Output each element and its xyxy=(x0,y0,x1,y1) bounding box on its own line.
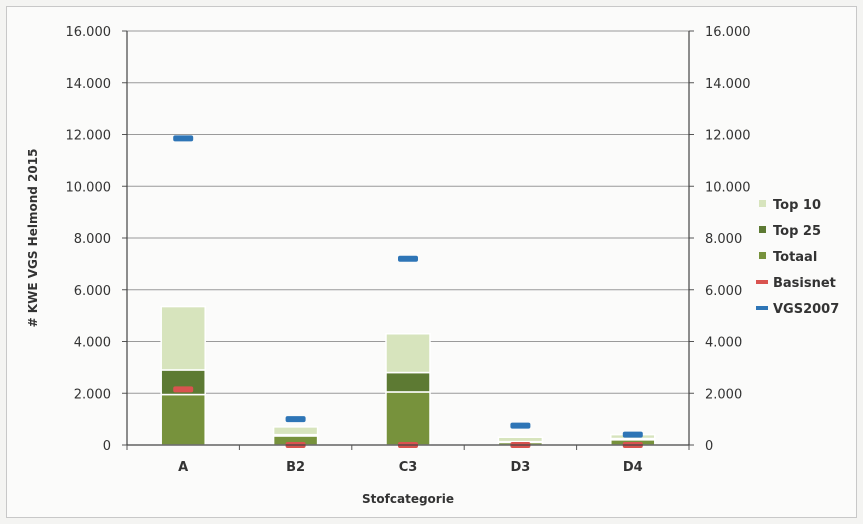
legend-label: Top 25 xyxy=(773,224,821,239)
y-tick-label-left: 8.000 xyxy=(74,232,111,247)
marker-basisnet xyxy=(173,386,194,393)
axes xyxy=(126,31,690,446)
bar-totaal xyxy=(160,393,206,446)
y-tick-label-right: 12.000 xyxy=(705,129,751,144)
gridlines xyxy=(122,30,694,446)
y-tick-label-left: 12.000 xyxy=(66,129,112,144)
y-tick-label-right: 8.000 xyxy=(705,232,742,247)
bar-totaal xyxy=(385,391,431,446)
y-tick-label-right: 0 xyxy=(705,439,713,454)
legend: Top 10 Top 25 Totaal Basisnet VGS2007 xyxy=(756,198,839,317)
bar-top-10 xyxy=(272,426,319,436)
bar-top-10 xyxy=(160,305,206,371)
markers xyxy=(173,135,643,448)
x-axis-ticks: A B2 C3 D3 D4 xyxy=(126,445,690,475)
y-tick-label-left: 2.000 xyxy=(74,387,111,402)
marker-vgs2007 xyxy=(622,431,643,438)
legend-swatch-vgs2007 xyxy=(756,306,768,310)
legend-swatch-basisnet xyxy=(756,280,768,284)
legend-label: Basisnet xyxy=(773,276,836,291)
y-tick-label-right: 4.000 xyxy=(705,336,742,351)
legend-swatch-top-10 xyxy=(759,200,766,207)
chart-frame: 0 2.000 4.000 6.000 8.000 10.000 12.000 14.000 1… xyxy=(6,6,857,518)
y-axis-title: # KWE VGS Helmond 2015 xyxy=(26,149,40,328)
y-tick-label-right: 14.000 xyxy=(705,77,751,92)
legend-label: Totaal xyxy=(773,250,817,265)
marker-vgs2007 xyxy=(173,135,194,142)
y-axis-right-ticks: 0 2.000 4.000 6.000 8.000 10.000 12.000 14.000 1… xyxy=(705,25,751,454)
x-axis-title: Stofcategorie xyxy=(362,492,454,506)
x-tick-label: B2 xyxy=(286,460,305,475)
x-tick-label: D4 xyxy=(623,460,643,475)
legend-label: Top 10 xyxy=(773,198,821,213)
marker-vgs2007 xyxy=(510,422,531,429)
y-tick-label-left: 0 xyxy=(103,439,111,454)
bar-top-10 xyxy=(497,436,544,443)
y-tick-label-left: 14.000 xyxy=(66,77,112,92)
y-tick-label-right: 10.000 xyxy=(705,180,751,195)
x-tick-label: A xyxy=(178,460,188,475)
y-tick-label-left: 10.000 xyxy=(66,180,112,195)
y-tick-label-right: 6.000 xyxy=(705,284,742,299)
bars xyxy=(160,305,656,446)
y-tick-label-left: 4.000 xyxy=(74,336,111,351)
y-tick-label-right: 16.000 xyxy=(705,25,751,40)
marker-vgs2007 xyxy=(285,416,306,423)
legend-swatch-totaal xyxy=(759,252,766,259)
x-tick-label: C3 xyxy=(399,460,418,475)
legend-swatch-top-25 xyxy=(759,226,766,233)
y-tick-label-left: 6.000 xyxy=(74,284,111,299)
marker-vgs2007 xyxy=(398,255,418,262)
y-tick-label-left: 16.000 xyxy=(66,25,112,40)
bar-top-10 xyxy=(385,332,431,374)
legend-label: VGS2007 xyxy=(773,302,839,317)
y-tick-label-right: 2.000 xyxy=(705,387,742,402)
bar-top-25 xyxy=(385,371,431,393)
y-axis-left-ticks: 0 2.000 4.000 6.000 8.000 10.000 12.000 14.000 1… xyxy=(66,25,112,454)
x-tick-label: D3 xyxy=(510,460,530,475)
stacked-bar-chart: 0 2.000 4.000 6.000 8.000 10.000 12.000 14.000 1… xyxy=(26,25,839,506)
